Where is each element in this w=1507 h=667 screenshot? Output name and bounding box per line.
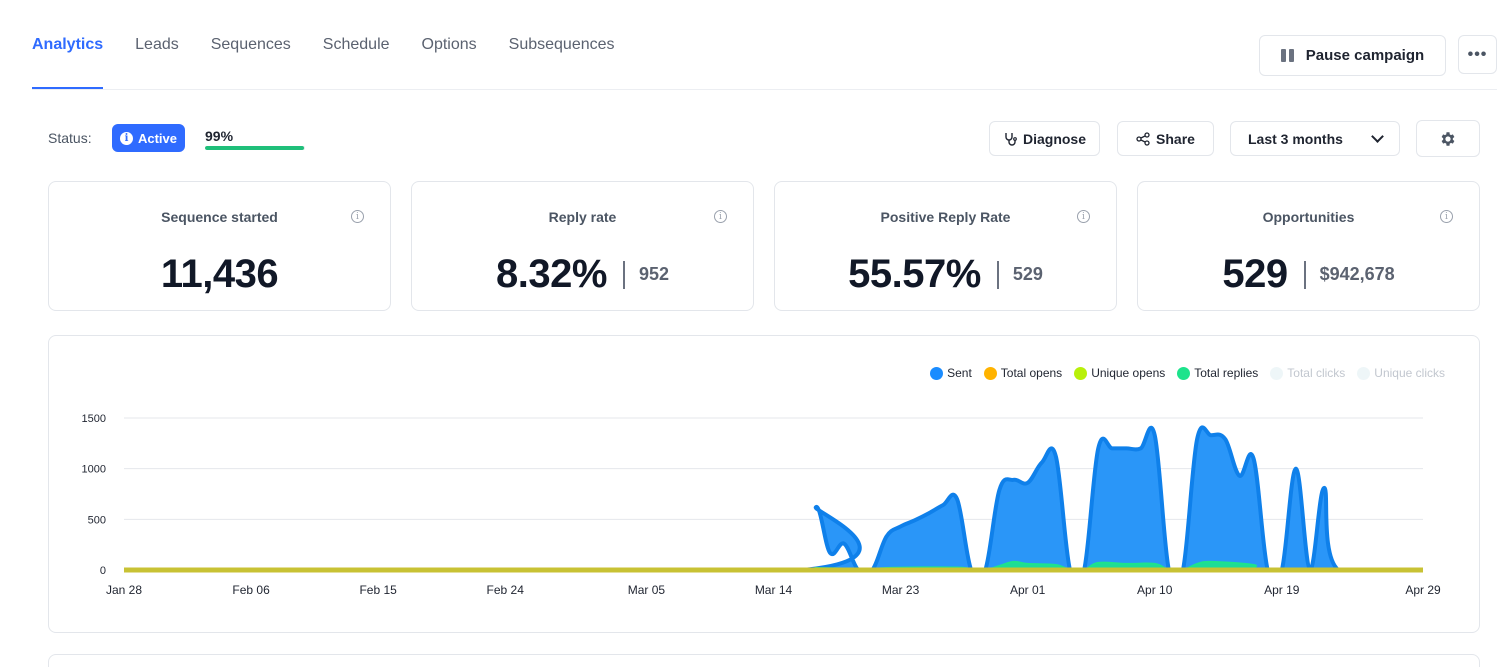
- divider: [996, 260, 999, 289]
- x-tick-label: Apr 19: [1264, 583, 1300, 597]
- x-tick-label: Mar 14: [755, 583, 793, 597]
- x-tick-label: Apr 01: [1010, 583, 1046, 597]
- date-range-label: Last 3 months: [1248, 130, 1343, 147]
- stat-card-title: Sequence started: [161, 209, 278, 225]
- share-button[interactable]: Share: [1117, 121, 1214, 156]
- legend-dot: [1177, 366, 1191, 380]
- legend-label: Unique clicks: [1374, 366, 1445, 380]
- legend-item-unique-opens[interactable]: Unique opens: [1074, 366, 1165, 380]
- legend-dot: [1270, 366, 1284, 380]
- info-icon[interactable]: i: [1077, 210, 1090, 223]
- stat-card-subvalue: 529: [1012, 264, 1043, 284]
- stat-card-value: 8.32%: [496, 252, 607, 296]
- divider: [622, 260, 625, 289]
- stat-card-title: Reply rate: [548, 209, 617, 225]
- y-tick-label: 0: [100, 565, 106, 577]
- legend-label: Total opens: [1000, 366, 1063, 380]
- stat-card-value: 529: [1222, 252, 1288, 296]
- tab-schedule[interactable]: Schedule: [322, 36, 390, 53]
- diagnose-label: Diagnose: [1022, 130, 1086, 147]
- legend-label: Sent: [947, 366, 972, 380]
- info-icon[interactable]: i: [351, 210, 364, 223]
- tab-leads[interactable]: Leads: [135, 36, 179, 53]
- legend-label: Total clicks: [1287, 366, 1346, 380]
- stat-card-value-row: 8.32% 952: [412, 252, 753, 297]
- pause-campaign-label: Pause campaign: [1305, 47, 1425, 64]
- more-icon: •••: [1467, 45, 1488, 63]
- gear-icon: [1441, 131, 1455, 146]
- chart-legend: Sent Total opens Unique opens Total replies…: [918, 366, 1445, 380]
- x-tick-label: Jan 28: [106, 583, 142, 597]
- stat-card-value-row: 11,436: [49, 252, 390, 297]
- stat-card-value-row: 55.57% 529: [775, 252, 1116, 297]
- x-tick-label: Feb 24: [487, 583, 525, 597]
- progress-bar: [205, 146, 305, 150]
- legend-dot: [1074, 366, 1088, 380]
- stat-card-title: Positive Reply Rate: [880, 209, 1011, 225]
- stat-card-value-row: 529 $942,678: [1138, 252, 1479, 297]
- stat-card-reply-rate: Reply rate i 8.32% 952: [411, 181, 754, 311]
- next-section-card: [48, 654, 1480, 667]
- x-tick-label: Feb 15: [359, 583, 397, 597]
- legend-item-unique-clicks[interactable]: Unique clicks: [1357, 366, 1445, 380]
- stat-card-opportunities: Opportunities i 529 $942,678: [1137, 181, 1480, 311]
- y-tick-label: 1000: [82, 464, 106, 476]
- legend-dot: [1357, 366, 1371, 380]
- tab-divider: [32, 89, 1497, 90]
- x-tick-label: Mar 05: [628, 583, 666, 597]
- status-badge: i Active: [112, 124, 185, 152]
- tab-subsequences[interactable]: Subsequences: [508, 36, 615, 53]
- legend-dot: [983, 366, 997, 380]
- stethoscope-icon: [1005, 132, 1017, 146]
- y-tick-label: 1500: [82, 413, 106, 425]
- legend-item-total-clicks[interactable]: Total clicks: [1270, 366, 1345, 380]
- x-tick-label: Apr 29: [1405, 583, 1441, 597]
- share-label: Share: [1156, 130, 1195, 147]
- settings-button[interactable]: [1416, 120, 1480, 157]
- pause-campaign-button[interactable]: Pause campaign: [1259, 35, 1446, 76]
- more-options-button[interactable]: •••: [1458, 35, 1497, 74]
- x-tick-label: Mar 23: [882, 583, 920, 597]
- legend-item-total-opens[interactable]: Total opens: [983, 366, 1063, 380]
- stat-card-positive-reply-rate: Positive Reply Rate i 55.57% 529: [774, 181, 1117, 311]
- x-tick-label: Apr 10: [1137, 583, 1173, 597]
- series-area-sent: [124, 427, 1423, 570]
- legend-dot: [930, 366, 944, 380]
- stat-card-subvalue: $942,678: [1319, 264, 1395, 284]
- pause-icon: [1280, 49, 1297, 62]
- legend-label: Total replies: [1194, 366, 1259, 380]
- y-tick-label: 500: [88, 514, 106, 526]
- diagnose-button[interactable]: Diagnose: [989, 121, 1100, 156]
- legend-item-sent[interactable]: Sent: [930, 366, 972, 380]
- stat-card-subvalue: 952: [638, 264, 669, 284]
- date-range-select[interactable]: Last 3 months: [1230, 121, 1400, 156]
- divider: [1303, 260, 1306, 289]
- info-icon: i: [119, 131, 133, 145]
- stat-card-sequence-started: Sequence started i 11,436: [48, 181, 391, 311]
- stat-card-value: 55.57%: [848, 252, 981, 296]
- status-label: Status:: [48, 130, 92, 146]
- progress-bar-fill: [205, 146, 304, 150]
- x-tick-label: Feb 06: [232, 583, 270, 597]
- stat-card-value: 11,436: [160, 252, 279, 296]
- legend-label: Unique opens: [1091, 366, 1166, 380]
- status-badge-label: Active: [137, 130, 178, 146]
- info-icon[interactable]: i: [1440, 210, 1453, 223]
- tab-analytics[interactable]: Analytics: [32, 0, 104, 90]
- stat-card-title: Opportunities: [1262, 209, 1355, 225]
- legend-item-total-replies[interactable]: Total replies: [1177, 366, 1258, 380]
- share-icon: [1136, 131, 1150, 146]
- info-icon[interactable]: i: [714, 210, 727, 223]
- tab-options[interactable]: Options: [421, 36, 477, 53]
- tab-bar: Analytics Leads Sequences Schedule Optio…: [32, 0, 647, 90]
- tab-sequences[interactable]: Sequences: [210, 36, 291, 53]
- progress-text: 99%: [205, 128, 234, 144]
